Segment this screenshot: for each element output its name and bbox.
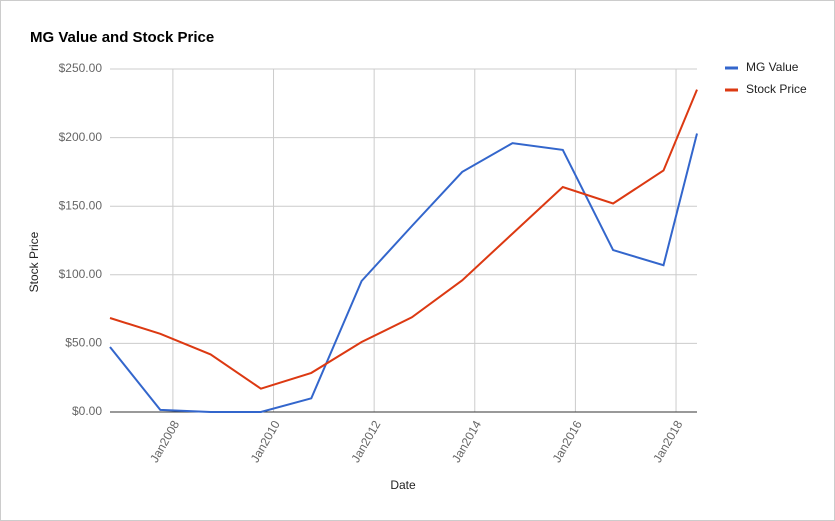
y-tick-label: $250.00 <box>59 61 103 75</box>
legend-label: MG Value <box>746 60 799 74</box>
x-axis-title: Date <box>390 478 416 492</box>
legend-label: Stock Price <box>746 82 807 96</box>
series-line <box>109 89 698 390</box>
chart-title: MG Value and Stock Price <box>30 29 214 46</box>
series-line <box>109 133 698 413</box>
y-axis-title: Stock Price <box>27 231 41 292</box>
y-tick-label: $200.00 <box>59 130 103 144</box>
y-tick-label: $50.00 <box>65 336 102 350</box>
y-tick-label: $0.00 <box>72 404 102 418</box>
y-tick-label: $150.00 <box>59 198 103 212</box>
y-tick-label: $100.00 <box>59 267 103 281</box>
